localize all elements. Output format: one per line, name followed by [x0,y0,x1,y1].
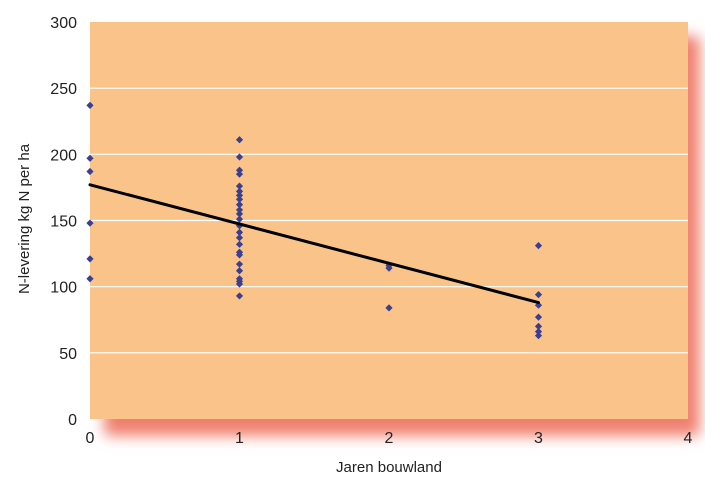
data-point [235,201,244,209]
data-point [86,219,94,227]
data-point [235,206,244,214]
data-point [534,301,543,309]
y-tick-labels: 0 50 100 150 200 250 300 [50,15,77,429]
data-point [534,242,543,250]
data-point [86,167,94,176]
data-point [235,187,244,195]
y-tick-label: 100 [50,280,77,297]
y-tick-label: 200 [50,147,77,164]
data-point [534,313,543,321]
trend-line [88,183,540,305]
y-tick-label: 50 [59,346,77,363]
data-point [86,275,94,283]
x-tick-label: 2 [385,430,394,447]
data-point [534,332,543,340]
x-tick-label: 1 [235,430,244,447]
data-point [534,328,543,336]
data-point [235,228,244,237]
x-axis-title: Jaren bouwland [336,459,442,476]
data-point [235,170,244,178]
data-point [235,234,244,242]
data-point [534,322,543,330]
data-point [235,166,244,174]
grid-lines [90,87,688,354]
data-point [86,255,94,263]
data-point [235,215,244,223]
data-point [534,291,543,299]
data-point [235,182,244,190]
x-tick-label: 4 [684,430,693,447]
data-point [235,240,244,248]
data-point [235,280,244,288]
x-tick-label: 3 [534,430,543,447]
data-point [235,210,244,218]
y-tick-label: 300 [50,15,77,32]
data-point [235,260,244,268]
data-point [235,195,244,203]
y-tick-label: 150 [50,214,77,231]
y-tick-label: 0 [68,412,77,429]
x-tick-labels: 0 1 2 3 4 [86,430,693,447]
data-point [86,154,94,162]
x-tick-label: 0 [86,430,95,447]
data-point [235,153,244,161]
y-tick-label: 250 [50,81,77,98]
data-point [235,292,244,300]
data-point [235,136,244,144]
data-point [86,101,94,109]
data-point [385,304,393,312]
data-point [385,264,393,272]
data-point [235,251,244,259]
data-point [235,267,244,275]
y-axis-title: N-levering kg N per ha [16,143,33,294]
data-point [235,191,244,199]
